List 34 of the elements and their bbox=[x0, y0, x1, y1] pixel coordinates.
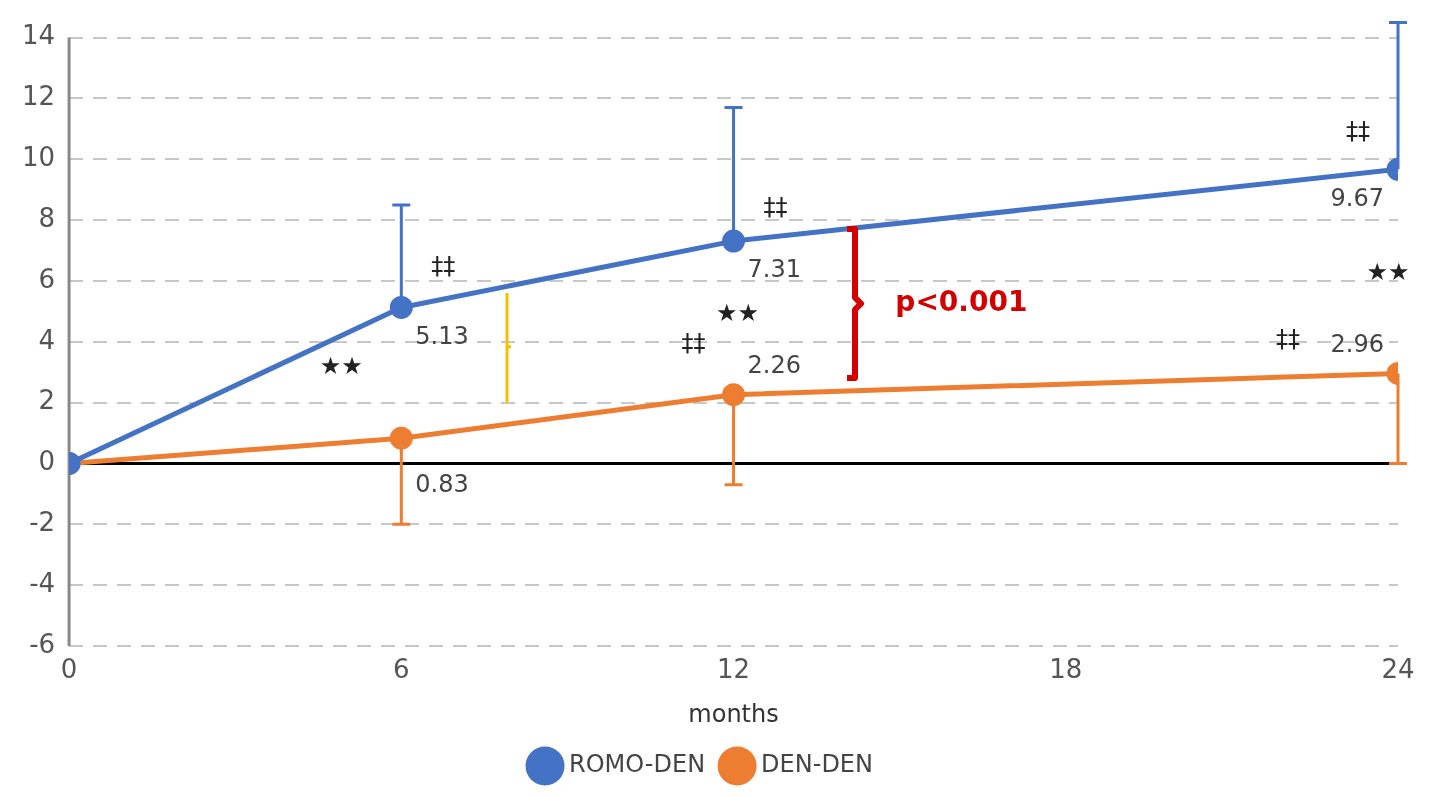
y-tick-label: 2 bbox=[38, 385, 56, 416]
data-label: 7.31 bbox=[747, 255, 801, 284]
annotation: ★★ bbox=[319, 352, 363, 381]
data-label: 9.67 bbox=[1330, 183, 1384, 212]
y-tick-label: 0 bbox=[38, 446, 56, 477]
y-tick-label: 4 bbox=[38, 324, 56, 355]
y-tick-label: 10 bbox=[21, 142, 56, 173]
annotation: ‡‡ bbox=[681, 328, 706, 357]
annotation: ★★ bbox=[716, 298, 760, 327]
legend-label: DEN-DEN bbox=[761, 750, 873, 779]
y-tick-label: -2 bbox=[29, 507, 56, 538]
annotation: ‡‡ bbox=[763, 193, 788, 222]
annotation: ★★ bbox=[1366, 257, 1410, 286]
data-label: 2.96 bbox=[1330, 329, 1384, 358]
y-tick-label: -4 bbox=[29, 567, 56, 598]
y-tick-label: 6 bbox=[38, 263, 56, 294]
x-tick-label: 24 bbox=[1381, 654, 1415, 685]
annotation: ‡‡ bbox=[1346, 116, 1370, 145]
data-label: 5.13 bbox=[415, 321, 469, 350]
x-tick-label: 18 bbox=[1049, 654, 1083, 685]
data-label: 0.83 bbox=[415, 470, 469, 499]
x-tick-label: 0 bbox=[60, 654, 78, 685]
annotation: p<0.001 bbox=[895, 285, 1028, 319]
x-tick-label: 6 bbox=[393, 654, 410, 685]
y-tick-label: 8 bbox=[38, 202, 56, 233]
x-tick-label: 12 bbox=[717, 654, 751, 685]
y-tick-label: 14 bbox=[21, 20, 56, 51]
x-axis-title: months bbox=[688, 699, 779, 728]
y-tick-label: 12 bbox=[21, 81, 56, 112]
legend-label: ROMO-DEN bbox=[569, 750, 706, 779]
annotation: ‡‡ bbox=[1276, 324, 1300, 353]
data-label: 2.26 bbox=[747, 350, 801, 379]
annotation: ‡‡ bbox=[431, 251, 456, 280]
y-tick-label: -6 bbox=[29, 628, 56, 659]
